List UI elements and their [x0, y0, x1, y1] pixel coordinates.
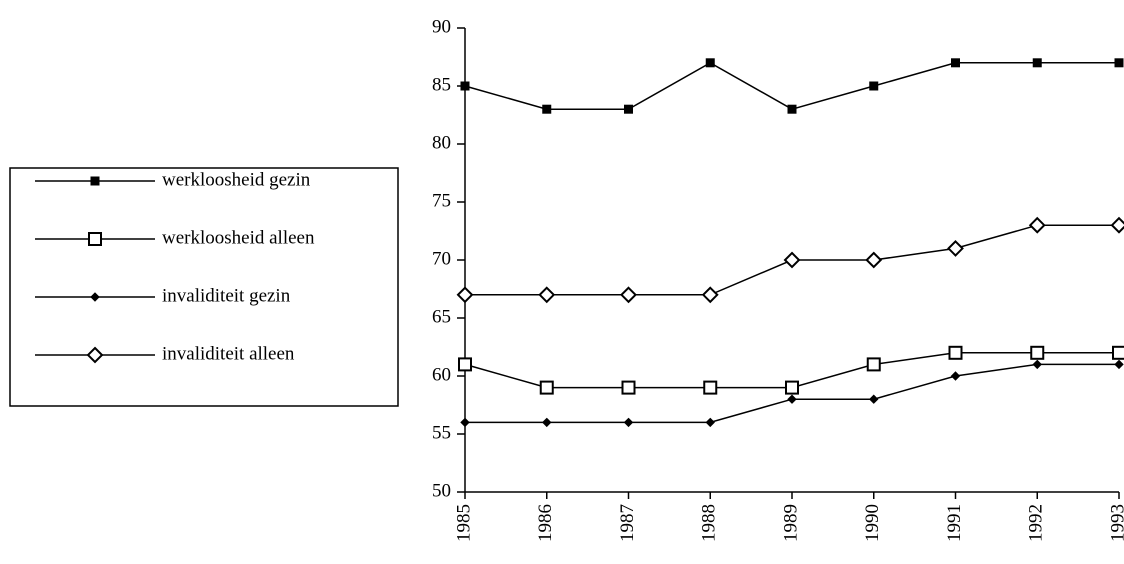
data-point — [460, 81, 470, 91]
data-point — [865, 251, 883, 269]
data-point — [624, 104, 633, 114]
data-point — [1028, 216, 1046, 234]
data-point — [1112, 345, 1124, 360]
y-tick-label: 65 — [432, 306, 451, 327]
data-point — [701, 286, 719, 304]
data-point — [950, 371, 961, 381]
x-tick-label: 1988 — [699, 504, 720, 542]
y-tick-label: 75 — [432, 190, 451, 211]
data-point — [869, 81, 879, 91]
legend-label: invaliditeit alleen — [162, 343, 295, 364]
legend-marker — [88, 232, 102, 246]
x-tick-label: 1992 — [1026, 504, 1047, 542]
legend-box — [9, 167, 399, 407]
data-point — [539, 380, 554, 395]
y-tick-label: 55 — [432, 422, 451, 443]
y-tick-label: 50 — [432, 480, 451, 501]
y-tick-label: 80 — [432, 132, 451, 153]
data-point — [1030, 345, 1045, 360]
data-point — [783, 251, 801, 269]
data-point — [703, 380, 718, 395]
x-tick-label: 1993 — [1107, 504, 1124, 542]
legend-marker — [90, 176, 100, 186]
legend-marker — [90, 292, 100, 302]
data-point — [869, 394, 879, 404]
data-point — [787, 104, 797, 114]
series-line — [464, 61, 1119, 111]
x-tick-label: 1991 — [944, 504, 965, 542]
data-point — [785, 380, 799, 395]
y-tick-label: 60 — [432, 364, 451, 385]
data-point — [623, 417, 634, 428]
legend-label: werkloosheid gezin — [162, 169, 311, 190]
y-tick-label: 90 — [432, 16, 451, 37]
y-tick-label: 70 — [432, 248, 451, 269]
data-point — [542, 104, 552, 114]
data-point — [458, 357, 472, 372]
data-point — [1114, 359, 1124, 370]
data-point — [705, 417, 715, 428]
data-point — [1114, 58, 1124, 68]
data-point — [787, 394, 797, 404]
legend-label: werkloosheid alleen — [162, 227, 315, 248]
data-point — [620, 286, 637, 304]
data-point — [866, 357, 881, 372]
data-point — [1110, 216, 1124, 234]
data-point — [947, 239, 964, 257]
data-point — [460, 417, 470, 428]
data-point — [538, 286, 556, 304]
y-tick-label: 85 — [432, 74, 451, 95]
data-point — [1032, 359, 1042, 370]
data-point — [948, 345, 963, 360]
data-point — [542, 417, 552, 428]
x-tick-label: 1987 — [617, 504, 638, 542]
x-tick-label: 1986 — [535, 504, 556, 542]
x-tick-label: 1989 — [780, 504, 801, 542]
data-point — [705, 58, 715, 68]
legend-label: invaliditeit gezin — [162, 285, 291, 306]
data-point — [951, 58, 960, 68]
legend-marker — [86, 346, 104, 364]
x-tick-label: 1985 — [453, 504, 474, 542]
data-point — [621, 380, 636, 395]
x-tick-label: 1990 — [862, 504, 883, 542]
data-point — [1032, 58, 1042, 68]
data-point — [456, 286, 474, 304]
